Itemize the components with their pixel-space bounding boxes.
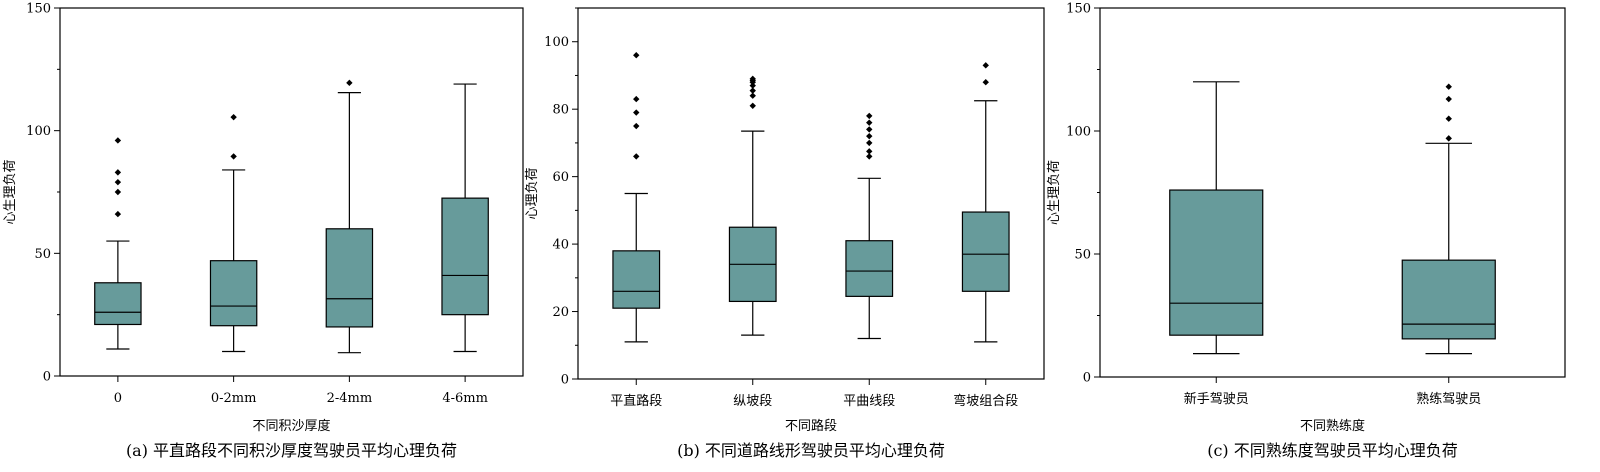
outlier-point bbox=[866, 148, 873, 155]
y-tick-label: 150 bbox=[26, 2, 51, 17]
outlier-point bbox=[1445, 83, 1452, 90]
x-tick-label: 平曲线段 bbox=[843, 394, 895, 409]
y-tick-label: 40 bbox=[552, 238, 569, 253]
outlier-point bbox=[230, 153, 237, 160]
x-axis-label: 不同路段 bbox=[785, 418, 837, 434]
chart-panel-a: 0 50 100 150 心生理负荷 0 0-2mm 2-4mm 4-6mm 不同积沙厚度 (a) … bbox=[3, 2, 524, 460]
box-1 bbox=[94, 137, 142, 350]
plot-frame bbox=[577, 7, 1045, 380]
outlier-point bbox=[866, 139, 873, 147]
y-tick-label: 80 bbox=[552, 103, 569, 118]
y-tick-label: 100 bbox=[1066, 125, 1091, 140]
y-tick-label: 0 bbox=[43, 370, 51, 385]
outlier-point bbox=[982, 62, 989, 69]
outlier-point bbox=[866, 119, 873, 126]
x-tick-label: 平直路段 bbox=[610, 393, 662, 409]
x-tick-label: 新手驾驶员 bbox=[1184, 391, 1249, 407]
outlier-point bbox=[114, 169, 122, 176]
box-body bbox=[209, 260, 258, 327]
outlier-point bbox=[749, 87, 756, 94]
x-tick-label: 弯坡组合段 bbox=[953, 393, 1018, 409]
box-1 bbox=[1169, 81, 1264, 355]
outlier-point bbox=[114, 178, 122, 186]
y-tick-label: 50 bbox=[34, 247, 51, 262]
outlier-point bbox=[114, 188, 122, 196]
y-axis-label: 心理负荷 bbox=[525, 167, 540, 219]
outlier-point bbox=[346, 79, 353, 87]
y-axis-label: 心生理负荷 bbox=[3, 159, 18, 224]
x-axis-label: 不同熟练度 bbox=[1300, 418, 1365, 434]
box-body bbox=[845, 240, 894, 297]
outlier-point bbox=[749, 82, 756, 89]
x-tick-label: 0-2mm bbox=[211, 391, 257, 406]
box-2 bbox=[1401, 83, 1496, 355]
y-tick-label: 20 bbox=[552, 305, 569, 320]
x-tick-label: 2-4mm bbox=[327, 391, 373, 406]
y-tick-label: 100 bbox=[26, 124, 51, 139]
outlier-point bbox=[633, 52, 640, 59]
y-axis-label: 心生理负荷 bbox=[1047, 160, 1062, 225]
figure-caption: (b) 不同道路线形驾驶员平均心理负荷 bbox=[677, 441, 945, 460]
box-body bbox=[325, 228, 374, 328]
outlier-point bbox=[633, 109, 640, 116]
outlier-point bbox=[114, 210, 122, 218]
box-3 bbox=[845, 112, 894, 340]
box-body bbox=[1401, 259, 1496, 340]
outlier-point bbox=[982, 79, 989, 86]
figure-caption: (c) 不同熟练度驾驶员平均心理负荷 bbox=[1207, 441, 1458, 460]
x-tick-label: 0 bbox=[114, 391, 122, 406]
box-2 bbox=[209, 113, 258, 353]
outlier-point bbox=[866, 126, 873, 133]
outlier-point bbox=[866, 132, 873, 140]
box-body bbox=[612, 250, 661, 309]
outlier-point bbox=[749, 102, 756, 110]
outlier-point bbox=[866, 153, 873, 160]
box-3 bbox=[325, 79, 374, 354]
x-tick-label: 4-6mm bbox=[442, 391, 488, 406]
box-4 bbox=[441, 83, 489, 353]
outlier-point bbox=[633, 153, 640, 160]
y-tick-label: 50 bbox=[1074, 248, 1091, 263]
outlier-point bbox=[1445, 115, 1452, 122]
outlier-point bbox=[1445, 95, 1452, 103]
x-axis-label: 不同积沙厚度 bbox=[252, 418, 330, 434]
y-tick-label: 0 bbox=[561, 373, 569, 388]
outlier-point bbox=[230, 113, 237, 121]
box-4 bbox=[961, 62, 1010, 343]
outlier-point bbox=[749, 92, 756, 99]
box-body bbox=[441, 197, 489, 316]
y-tick-label: 100 bbox=[544, 35, 569, 50]
box-1 bbox=[612, 52, 661, 343]
y-tick-label: 150 bbox=[1066, 2, 1091, 17]
outlier-point bbox=[866, 112, 873, 120]
box-body bbox=[961, 211, 1010, 292]
outlier-point bbox=[114, 137, 122, 144]
box-body bbox=[1169, 189, 1264, 336]
box-2 bbox=[728, 75, 777, 336]
x-tick-label: 熟练驾驶员 bbox=[1416, 391, 1481, 407]
outlier-point bbox=[633, 95, 640, 103]
outlier-point bbox=[1445, 135, 1452, 142]
outlier-point bbox=[749, 75, 756, 83]
y-tick-label: 60 bbox=[552, 170, 569, 185]
outlier-point bbox=[633, 122, 640, 130]
y-tick-label: 0 bbox=[1083, 371, 1091, 386]
figure-caption: (a) 平直路段不同积沙厚度驾驶员平均心理负荷 bbox=[126, 441, 457, 460]
box-body bbox=[94, 282, 142, 326]
x-tick-label: 纵坡段 bbox=[733, 394, 772, 409]
